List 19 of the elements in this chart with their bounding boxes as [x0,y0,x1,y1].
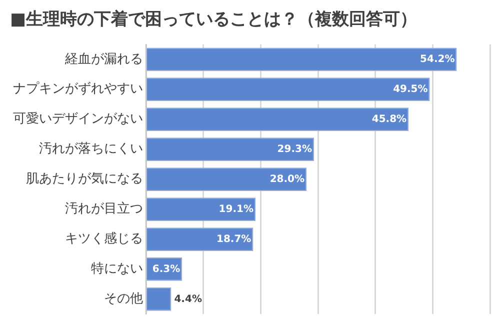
y-tick-label: 可愛いデザインがない [13,112,143,127]
data-label: 28.0% [270,174,305,185]
data-label: 49.5% [393,84,428,95]
y-tick-label: 特にない [91,262,143,277]
data-label: 54.2% [420,54,455,65]
data-label: 4.4% [174,294,202,305]
data-label: 45.8% [372,114,407,125]
data-label: 29.3% [277,144,312,155]
chart-title: ■生理時の下着で困っていることは？（複数回答可） [10,10,418,30]
data-label: 19.1% [218,204,254,215]
y-tick-label: 肌あたりが気になる [26,172,143,187]
y-tick-label: その他 [104,292,143,307]
y-tick-label: ナプキンがずれやすい [13,82,143,97]
data-label: 18.7% [216,234,252,245]
y-tick-label: 汚れが目立つ [65,200,143,217]
data-label: 6.3% [152,264,180,275]
y-tick-label: 汚れが落ちにくい [39,142,143,157]
y-tick-label: 経血が漏れる [64,52,143,67]
y-tick-label: キツく感じる [65,232,143,247]
